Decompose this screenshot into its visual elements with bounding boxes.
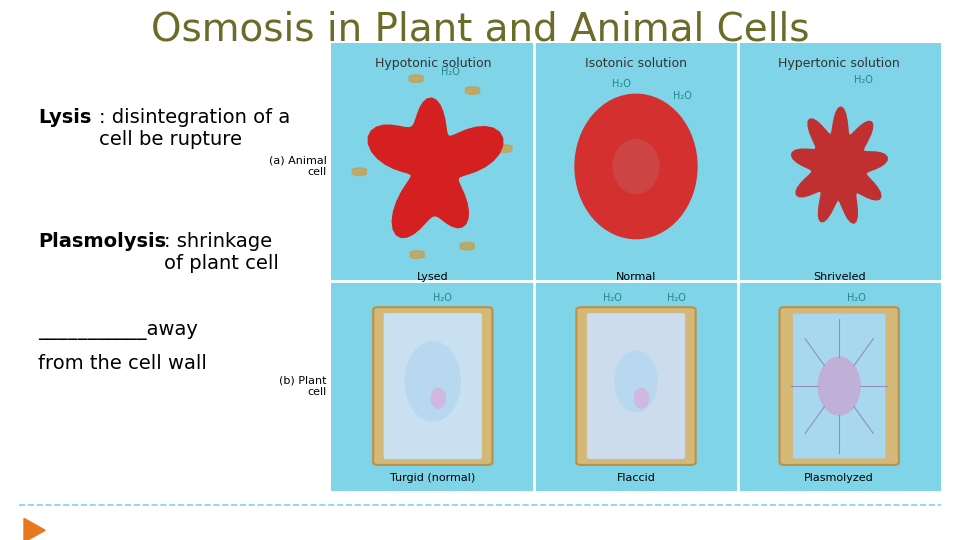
FancyBboxPatch shape <box>384 313 482 459</box>
Text: H₂O: H₂O <box>853 75 873 85</box>
Text: Normal: Normal <box>615 272 657 282</box>
Text: H₂O: H₂O <box>603 293 621 303</box>
Text: ___________away: ___________away <box>38 321 199 340</box>
FancyBboxPatch shape <box>793 314 885 458</box>
Ellipse shape <box>615 351 657 412</box>
Text: Shriveled: Shriveled <box>813 272 866 282</box>
Polygon shape <box>24 518 45 540</box>
Text: : shrinkage
of plant cell: : shrinkage of plant cell <box>164 232 279 273</box>
Polygon shape <box>369 98 503 238</box>
Text: : disintegration of a
cell be rupture: : disintegration of a cell be rupture <box>99 108 290 149</box>
Text: (a) Animal
cell: (a) Animal cell <box>269 156 326 177</box>
Polygon shape <box>792 107 887 223</box>
Text: Turgid (normal): Turgid (normal) <box>390 473 475 483</box>
Text: H₂O: H₂O <box>433 293 452 303</box>
Bar <box>331 43 941 491</box>
Polygon shape <box>410 251 424 258</box>
Text: Hypotonic solution: Hypotonic solution <box>374 57 492 70</box>
Text: Lysis: Lysis <box>38 108 92 127</box>
Text: (b) Plant
cell: (b) Plant cell <box>279 375 326 397</box>
FancyBboxPatch shape <box>576 307 696 465</box>
Polygon shape <box>409 75 423 83</box>
Text: Plasmolysis: Plasmolysis <box>38 232 166 251</box>
Text: Hypertonic solution: Hypertonic solution <box>779 57 900 70</box>
Text: H₂O: H₂O <box>441 68 460 77</box>
FancyBboxPatch shape <box>373 307 492 465</box>
Ellipse shape <box>405 342 460 421</box>
Ellipse shape <box>635 388 649 408</box>
Text: Osmosis in Plant and Animal Cells: Osmosis in Plant and Animal Cells <box>151 11 809 49</box>
Text: Flaccid: Flaccid <box>616 473 656 483</box>
Text: from the cell wall: from the cell wall <box>38 354 207 373</box>
Polygon shape <box>352 168 367 176</box>
FancyBboxPatch shape <box>780 307 899 465</box>
Ellipse shape <box>431 388 445 408</box>
Ellipse shape <box>818 357 860 415</box>
Text: Lysed: Lysed <box>417 272 448 282</box>
Polygon shape <box>466 87 480 94</box>
Ellipse shape <box>613 139 659 193</box>
Polygon shape <box>460 242 475 250</box>
Polygon shape <box>497 145 513 152</box>
Text: H₂O: H₂O <box>667 293 685 303</box>
Text: H₂O: H₂O <box>847 293 866 303</box>
Text: H₂O: H₂O <box>673 91 691 101</box>
Text: Plasmolyzed: Plasmolyzed <box>804 473 874 483</box>
Ellipse shape <box>575 94 697 239</box>
Text: H₂O: H₂O <box>612 79 631 89</box>
Text: Isotonic solution: Isotonic solution <box>585 57 687 70</box>
FancyBboxPatch shape <box>587 313 685 459</box>
